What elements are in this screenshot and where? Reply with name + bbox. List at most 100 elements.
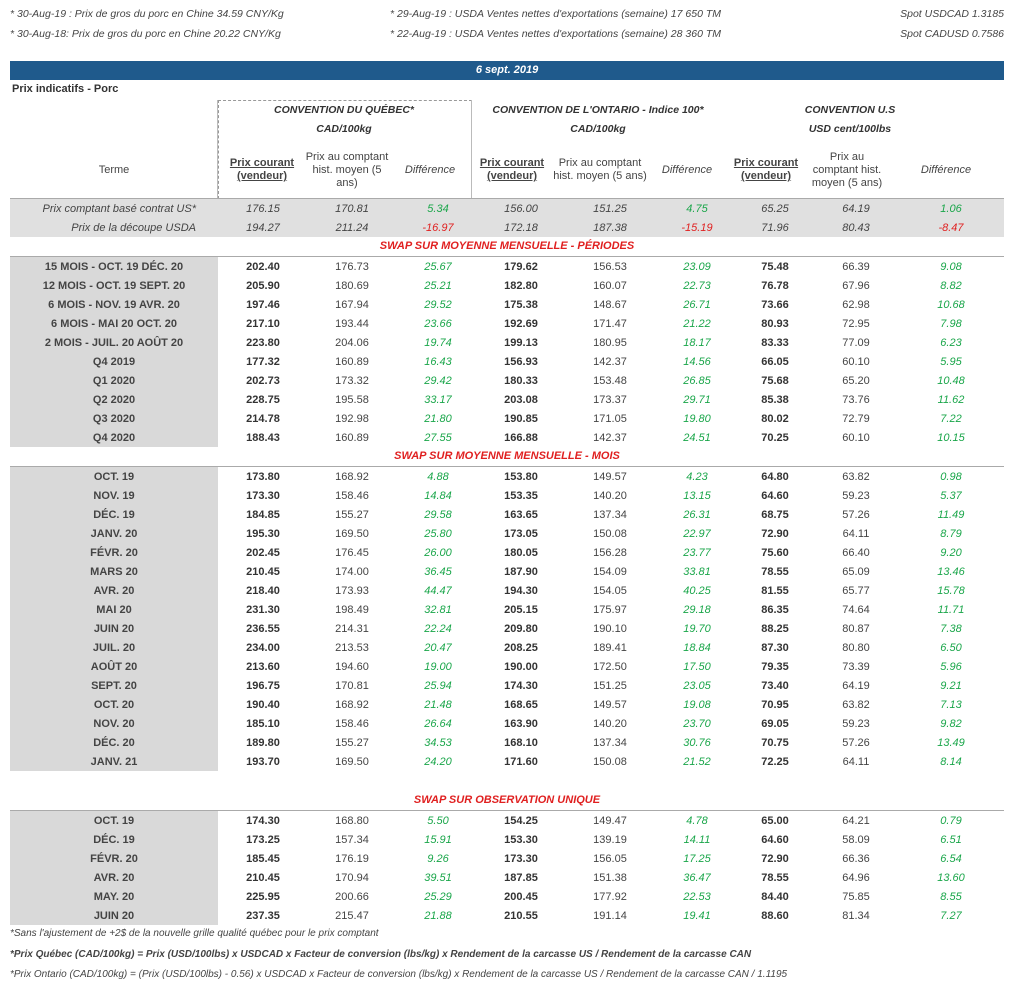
qc-current-cell: 236.55 — [246, 622, 280, 635]
us-current-cell: 86.35 — [761, 603, 789, 616]
us-current-cell: 71.96 — [736, 218, 814, 237]
swap-period-row: 15 MOIS - OCT. 19 DÉC. 20 202.40 176.73 25.… — [10, 256, 1004, 276]
qc-hist-cell: 167.94 — [335, 298, 369, 311]
row-label: FÉVR. 20 — [10, 543, 218, 562]
us-current-cell: 73.66 — [761, 298, 789, 311]
us-current-cell: 73.40 — [761, 679, 789, 692]
us-hist-cell: 72.79 — [842, 412, 870, 425]
swap-period-row: Q4 2020 188.43 160.89 27.55 166.88 142.37 24.5… — [10, 428, 1004, 447]
on-current-cell: 190.85 — [504, 412, 538, 425]
on-current-cell: 179.62 — [504, 260, 538, 273]
us-hist-cell: 64.21 — [842, 814, 870, 827]
on-current-cell: 210.55 — [504, 909, 538, 922]
swap-obs-table: OCT. 19 174.30 168.80 5.50 154.25 149.47 4.78 6… — [10, 810, 1004, 925]
swap-month-row: JUIN 20 236.55 214.31 22.24 209.80 190.10 19.7… — [10, 619, 1004, 638]
us-diff-cell: 8.55 — [940, 890, 962, 903]
on-diff-cell: 14.11 — [683, 833, 711, 846]
row-label: JANV. 20 — [10, 524, 218, 543]
us-diff-cell: 11.62 — [937, 393, 965, 406]
on-hist-cell: 153.48 — [593, 374, 627, 387]
us-diff-cell: 7.27 — [940, 909, 962, 922]
qc-diff-cell: 26.00 — [424, 546, 452, 559]
on-current-cell: 192.69 — [504, 317, 538, 330]
on-hist-cell: 151.38 — [593, 871, 627, 884]
us-hist-cell: 75.85 — [842, 890, 870, 903]
us-current-cell: 75.60 — [761, 546, 789, 559]
row-label: OCT. 19 — [10, 466, 218, 486]
date-banner: 6 sept. 2019 — [10, 61, 1004, 80]
us-diff-cell: 9.08 — [940, 260, 962, 273]
us-hist-cell: 66.40 — [842, 546, 870, 559]
us-current-cell: 75.48 — [761, 260, 789, 273]
qc-hist-cell: 168.92 — [335, 698, 369, 711]
on-diff-cell: 4.23 — [686, 470, 708, 483]
qc-current-cell: 188.43 — [246, 431, 280, 444]
qc-current-cell: 185.10 — [246, 717, 280, 730]
on-diff-cell: 29.71 — [683, 393, 711, 406]
on-current-cell: 208.25 — [504, 641, 538, 654]
qc-hist-cell: 180.69 — [335, 279, 369, 292]
us-hist-cell: 65.20 — [842, 374, 870, 387]
on-diff-cell: 19.08 — [683, 698, 711, 711]
qc-hist-cell: 157.34 — [335, 833, 369, 846]
section-title: Prix indicatifs - Porc — [12, 83, 119, 95]
on-current-cell: 163.90 — [504, 717, 538, 730]
on-hist-cell: 149.47 — [593, 814, 627, 827]
us-diff-cell: 10.68 — [937, 298, 965, 311]
qc-diff-cell: 9.26 — [427, 852, 449, 865]
qc-current-cell: 218.40 — [246, 584, 280, 597]
swap-month-row: DÉC. 20 189.80 155.27 34.53 168.10 137.34 30.7… — [10, 733, 1004, 752]
qc-diff-cell: 5.34 — [396, 198, 480, 218]
row-label: 2 MOIS - JUIL. 20 AOÛT 20 — [10, 333, 218, 352]
on-current-cell: 174.30 — [504, 679, 538, 692]
on-current-cell: 203.08 — [504, 393, 538, 406]
qc-diff-cell: 36.45 — [424, 565, 452, 578]
us-current-cell: 69.05 — [761, 717, 789, 730]
on-current-cell: 173.30 — [504, 852, 538, 865]
on-diff-cell: 40.25 — [683, 584, 711, 597]
us-convention-title: CONVENTION U.S — [804, 104, 896, 116]
us-current-cell: 78.55 — [761, 871, 789, 884]
spot-price-table: Prix comptant basé contrat US* 176.15 170.… — [10, 198, 1004, 237]
qc-current-cell: 213.60 — [246, 660, 280, 673]
qc-current-cell: 177.32 — [246, 355, 280, 368]
swap-period-row: 2 MOIS - JUIL. 20 AOÛT 20 223.80 204.06 19.… — [10, 333, 1004, 352]
swap-month-row: OCT. 19 173.80 168.92 4.88 153.80 149.57 4.23 6… — [10, 466, 1004, 486]
qc-diff-cell: 25.80 — [424, 527, 452, 540]
on-hist-cell: 189.41 — [593, 641, 627, 654]
on-hist-cell: 150.08 — [593, 755, 627, 768]
us-diff-cell: 11.49 — [937, 508, 965, 521]
qc-hist-cell: 160.89 — [335, 355, 369, 368]
on-hist-cell: 149.57 — [593, 698, 627, 711]
on-hist-cell: 180.95 — [593, 336, 627, 349]
us-current-cell: 72.25 — [761, 755, 789, 768]
row-label: Prix de la découpe USDA — [10, 218, 218, 237]
us-hist-cell: 60.10 — [842, 355, 870, 368]
on-diff-cell: 24.51 — [683, 431, 711, 444]
us-hist-cell: 59.23 — [842, 489, 870, 502]
us-current-header: Prix courant (vendeur) — [733, 157, 799, 182]
qc-hist-cell: 158.46 — [335, 717, 369, 730]
on-diff-cell: 22.97 — [683, 527, 711, 540]
swap-period-row: Q1 2020 202.73 173.32 29.42 180.33 153.48 26.8… — [10, 371, 1004, 390]
on-diff-cell: 21.52 — [683, 755, 711, 768]
qc-current-cell: 184.85 — [246, 508, 280, 521]
qc-hist-cell: 170.94 — [335, 871, 369, 884]
swap-month-row: AVR. 20 218.40 173.93 44.47 194.30 154.05 40.2… — [10, 581, 1004, 600]
us-diff-cell: 5.95 — [940, 355, 962, 368]
on-diff-header: Différence — [661, 163, 713, 176]
us-diff-cell: 8.82 — [940, 279, 962, 292]
qc-current-cell: 202.73 — [246, 374, 280, 387]
swap-month-row: MAI 20 231.30 198.49 32.81 205.15 175.97 29.18… — [10, 600, 1004, 619]
swap-month-row: JANV. 21 193.70 169.50 24.20 171.60 150.08 21.… — [10, 752, 1004, 771]
us-diff-cell: 7.13 — [940, 698, 962, 711]
on-current-cell: 156.93 — [504, 355, 538, 368]
on-current-cell: 166.88 — [504, 431, 538, 444]
qc-current-cell: 196.75 — [246, 679, 280, 692]
note-cadusd: Spot CADUSD 0.7586 — [900, 28, 1004, 40]
us-current-cell: 88.60 — [761, 909, 789, 922]
swap-period-row: Q4 2019 177.32 160.89 16.43 156.93 142.37 14.5… — [10, 352, 1004, 371]
on-diff-cell: 23.05 — [683, 679, 711, 692]
us-diff-cell: 7.38 — [940, 622, 962, 635]
on-current-cell: 153.35 — [504, 489, 538, 502]
